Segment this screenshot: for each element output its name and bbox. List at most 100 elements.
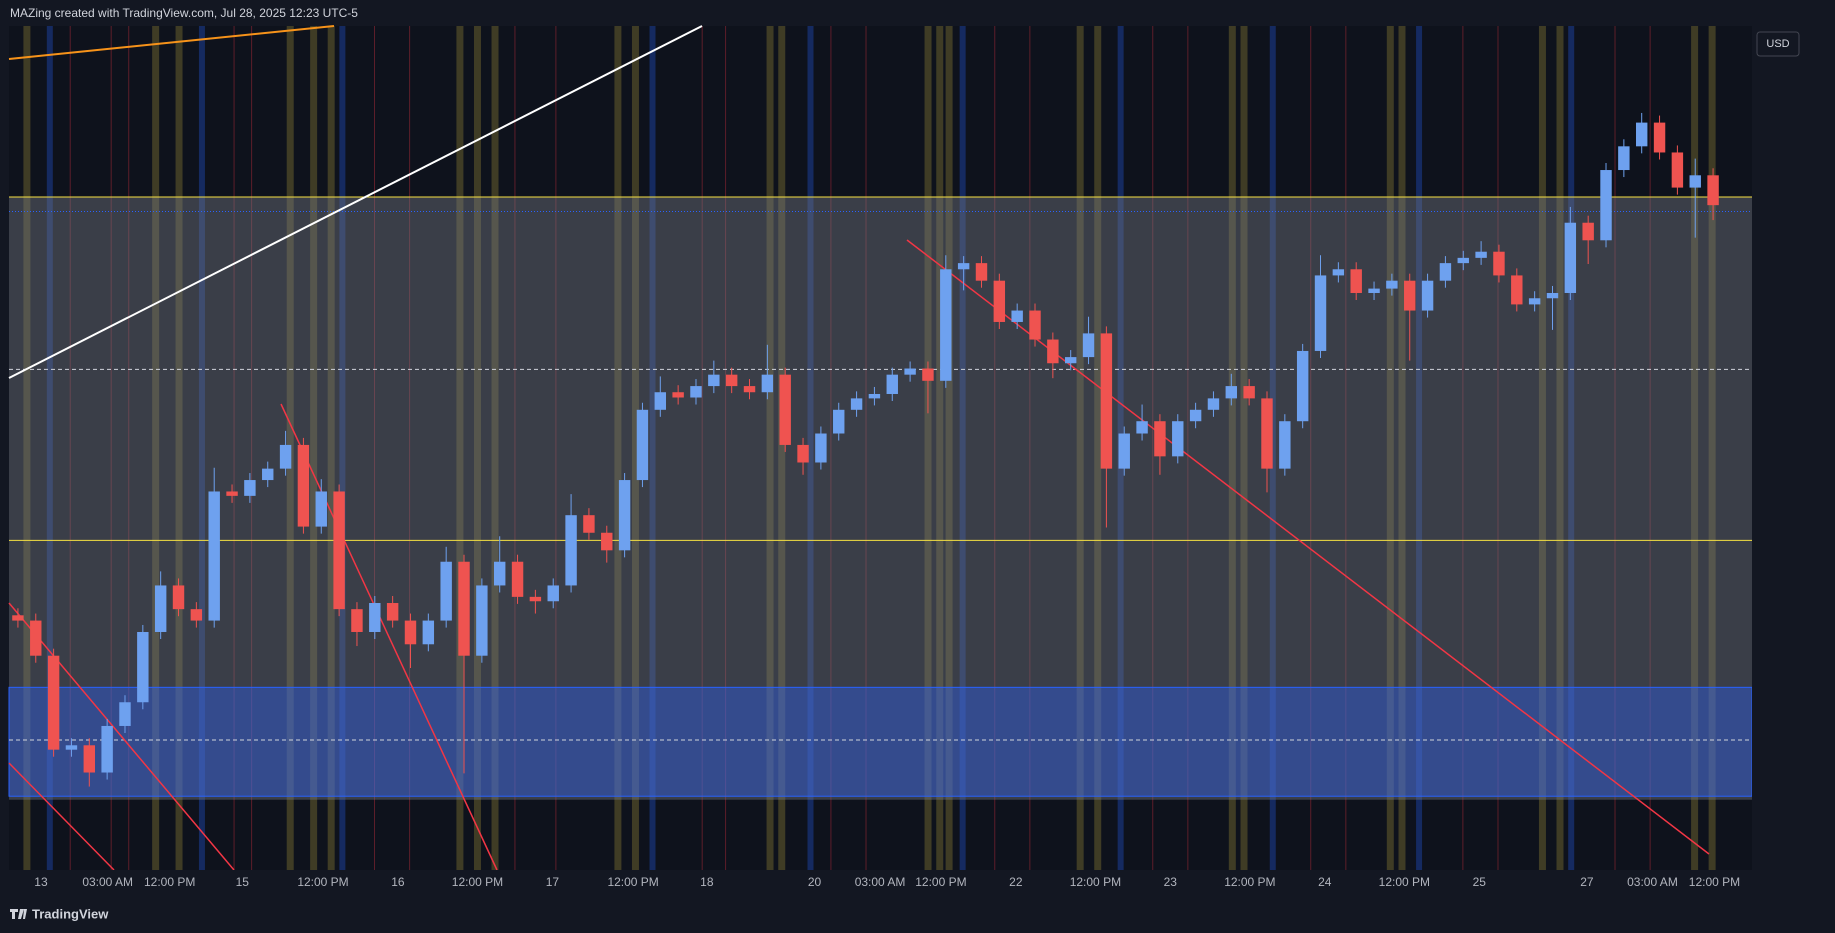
candle-body [1136, 421, 1148, 434]
stripe [152, 26, 160, 870]
stripe [1240, 26, 1248, 870]
stripe [614, 26, 622, 870]
stripe [807, 26, 814, 870]
x-tick-label: 12:00 PM [144, 875, 195, 889]
candle-body [797, 444, 809, 463]
candle-body [672, 392, 684, 398]
trendline [8, 25, 335, 60]
time-axis [0, 870, 1835, 933]
stripe [631, 26, 639, 870]
stripe [491, 26, 499, 870]
candle-body [690, 386, 702, 398]
stripe [198, 26, 205, 870]
x-tick-label: 12:00 PM [452, 875, 503, 889]
stripe [327, 26, 335, 870]
candle-body [1546, 292, 1559, 299]
x-tick-label: 03:00 AM [1627, 875, 1678, 889]
candle-body [1332, 269, 1345, 276]
x-tick-label: 12:00 PM [1379, 875, 1430, 889]
candle-body [868, 393, 881, 399]
candle-body [244, 480, 256, 496]
candle-body [511, 561, 524, 597]
candle-body [904, 368, 916, 375]
x-tick-label: 03:00 AM [82, 875, 133, 889]
stripe [1416, 26, 1423, 870]
candle-body [833, 409, 845, 434]
candle-body [993, 280, 1006, 322]
candle-body [1564, 222, 1577, 293]
stripe [1076, 26, 1084, 870]
candle-body [1439, 263, 1452, 281]
candle-body [1279, 421, 1291, 469]
stripe [778, 26, 786, 870]
candle-body [1011, 310, 1023, 322]
candle-body [815, 433, 827, 463]
stripe [473, 26, 481, 870]
candle-body [583, 515, 595, 533]
candle-body [547, 585, 559, 602]
session-stripes [23, 26, 1716, 870]
x-tick-label: 27 [1580, 875, 1594, 889]
stripe [310, 26, 318, 870]
x-tick-label: 17 [546, 875, 560, 889]
candle-body [1600, 170, 1612, 241]
drawings [8, 25, 1710, 871]
candle-body [1350, 269, 1362, 293]
stripe [766, 26, 774, 870]
stripe [1228, 26, 1236, 870]
candle-body [208, 491, 220, 621]
candle-body [351, 609, 363, 632]
candle-body [618, 480, 631, 551]
candle-body [1653, 122, 1666, 153]
candle-body [1404, 280, 1416, 311]
candle-body [1671, 152, 1684, 188]
candle-body [137, 631, 149, 703]
candle-body [101, 725, 113, 773]
candle-body [12, 615, 24, 621]
candle-body [636, 409, 649, 481]
candle-body [1154, 421, 1166, 457]
axis-panel [1752, 0, 1835, 933]
x-tick-label: 20 [808, 875, 822, 889]
candle-body [1457, 257, 1469, 264]
candle-body [190, 609, 203, 621]
candle-body [1064, 357, 1077, 364]
candle-body [1635, 122, 1648, 147]
candle-body [315, 491, 327, 527]
zone [8, 686, 1753, 797]
stripe [945, 26, 953, 870]
candle-body [119, 702, 131, 726]
candle-body [940, 269, 952, 381]
candle-body [493, 561, 506, 586]
candle-body [83, 745, 96, 773]
x-tick-label: 12:00 PM [1070, 875, 1121, 889]
candle-body [1475, 251, 1487, 258]
candle-body [743, 386, 756, 393]
brand-logo [10, 909, 27, 919]
stripe [649, 26, 656, 870]
x-tick-label: 12:00 PM [915, 875, 966, 889]
candle-body [529, 596, 542, 602]
candle-body [1386, 280, 1398, 289]
x-tick-label: 13 [34, 875, 48, 889]
candle-body [601, 532, 613, 551]
candle-body [1689, 175, 1701, 188]
candle-body [1618, 146, 1630, 171]
x-tick-label: 15 [236, 875, 250, 889]
candle-body [886, 374, 898, 394]
brand: TradingView [32, 906, 109, 921]
candle-body [47, 655, 60, 750]
x-tick-label: 12:00 PM [1224, 875, 1275, 889]
candle-body [779, 374, 791, 445]
candle-body [1421, 280, 1434, 311]
x-tick-label: 03:00 AM [855, 875, 906, 889]
candle-body [422, 620, 435, 645]
stripe [959, 26, 966, 870]
candle-body [172, 585, 185, 610]
stripe [456, 26, 464, 870]
candle-body [1189, 409, 1202, 422]
stripe [175, 26, 183, 870]
stripe [1691, 26, 1699, 870]
candle-body [1261, 398, 1273, 469]
currency-box[interactable] [1756, 31, 1800, 57]
